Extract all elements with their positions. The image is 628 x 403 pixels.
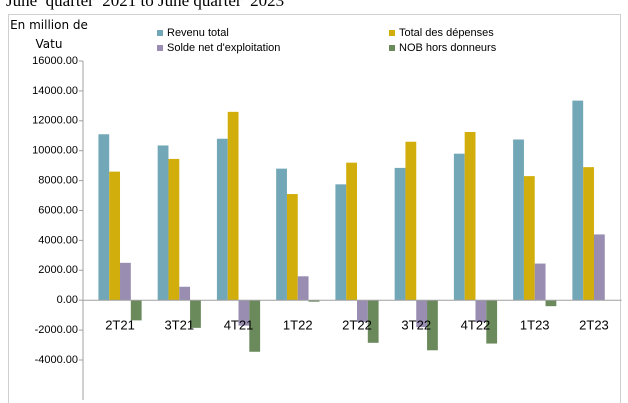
- bar: [486, 300, 498, 344]
- chart-border: [8, 14, 621, 403]
- bar: [120, 262, 131, 301]
- y-tick-label: 6000.00: [38, 204, 78, 216]
- bar: [583, 167, 594, 301]
- y-axis-label: En million de Vatu: [10, 18, 88, 51]
- x-tick-label: 4T22: [461, 318, 491, 333]
- bar: [216, 138, 228, 301]
- bar: [453, 153, 465, 301]
- bar: [346, 162, 357, 301]
- bar: [227, 111, 239, 301]
- legend-swatch: [389, 45, 395, 51]
- y-tick-label: -2000.00: [35, 324, 78, 336]
- bar: [179, 286, 191, 301]
- bar: [157, 145, 169, 301]
- bar: [367, 300, 379, 343]
- x-tick-label: 1T23: [520, 318, 550, 333]
- x-tick-label: 2T23: [579, 318, 609, 333]
- y-tick-label: 12000.00: [32, 115, 78, 127]
- bar: [168, 158, 180, 301]
- bar: [335, 184, 347, 301]
- y-tick-label: 16000.00: [32, 55, 78, 67]
- bar: [276, 168, 287, 301]
- y-tick-label: 8000.00: [38, 175, 78, 187]
- y-tick-label: 0.00: [57, 294, 78, 306]
- x-tick-label: 3T22: [401, 318, 431, 333]
- legend-label: Solde net d'exploitation: [167, 42, 280, 54]
- legend-label: Total des dépenses: [399, 27, 494, 39]
- y-tick-label: -4000.00: [35, 354, 78, 366]
- bar: [523, 176, 535, 301]
- x-tick-label: 2T22: [342, 318, 372, 333]
- legend-swatch: [157, 30, 163, 36]
- legend-swatch: [389, 30, 395, 36]
- bar: [238, 300, 250, 326]
- bar: [130, 300, 142, 321]
- bar: [357, 300, 368, 322]
- x-tick-label: 4T21: [224, 318, 254, 333]
- x-tick-label: 1T22: [283, 318, 313, 333]
- bar: [545, 300, 557, 307]
- bar: [109, 171, 121, 301]
- y-tick-label: 10000.00: [32, 145, 78, 157]
- legend-label: NOB hors donneurs: [399, 42, 497, 54]
- legend-swatch: [157, 45, 163, 51]
- y-tick-label: 2000.00: [38, 264, 78, 276]
- bar: [98, 134, 110, 301]
- chart-title: June quarter 2021 to June quarter 2023: [6, 0, 285, 10]
- bar: [475, 300, 487, 322]
- bar: [534, 263, 546, 301]
- bar: [593, 234, 605, 301]
- bar: [405, 141, 417, 301]
- legend-label: Revenu total: [167, 27, 229, 39]
- bar: [427, 300, 438, 351]
- bar: [513, 139, 524, 301]
- y-tick-label: 14000.00: [32, 85, 78, 97]
- bar: [308, 300, 320, 302]
- bar: [394, 167, 406, 301]
- bar: [249, 300, 261, 352]
- bar: [190, 300, 201, 328]
- x-tick-label: 3T21: [164, 318, 194, 333]
- bar: [286, 194, 298, 301]
- bar: [416, 300, 428, 328]
- bar: [572, 100, 584, 301]
- bar: [464, 132, 476, 301]
- x-tick-label: 2T21: [105, 318, 135, 333]
- bar: [297, 276, 309, 301]
- y-tick-label: 4000.00: [38, 234, 78, 246]
